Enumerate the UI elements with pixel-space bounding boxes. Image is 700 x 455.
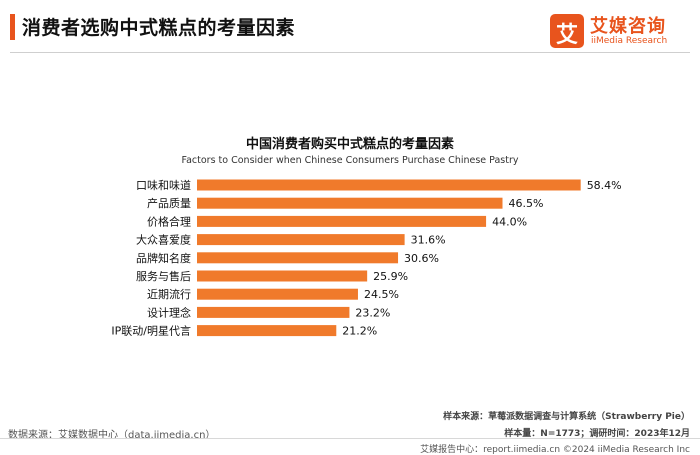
logo-english-name: iiMedia Research [591, 36, 668, 46]
value-label-4: 31.6% [411, 234, 446, 247]
category-label-3: 价格合理 [147, 214, 191, 228]
bar-7 [197, 288, 358, 300]
value-label-1: 58.4% [587, 179, 622, 192]
logo-chinese-name: 艾媒咨询 [590, 16, 666, 37]
bar-2 [197, 197, 503, 209]
bar-9 [197, 325, 337, 337]
sample-size-note: 样本量：N=1773；调研时间：2023年12月 [504, 429, 690, 439]
category-label-4: 大众喜爱度 [136, 233, 191, 247]
value-label-7: 24.5% [364, 288, 399, 301]
category-label-8: 设计理念 [147, 305, 191, 319]
footer-divider [0, 438, 700, 439]
value-label-5: 30.6% [404, 252, 439, 265]
bar-6 [197, 270, 368, 282]
bar-3 [197, 215, 487, 227]
value-label-2: 46.5% [509, 197, 544, 210]
bar-5 [197, 252, 399, 264]
category-label-1: 口味和味道 [136, 178, 191, 192]
bar-1 [197, 179, 581, 191]
category-label-5: 品牌知名度 [136, 251, 191, 265]
logo-mark-icon: 艾 [550, 14, 584, 48]
value-label-8: 23.2% [355, 306, 390, 319]
iimedia-logo: 艾 艾媒咨询 iiMedia Research [550, 12, 688, 50]
bar-4 [197, 234, 405, 246]
data-source: 数据来源：艾媒数据中心（data.iimedia.cn） [8, 430, 216, 441]
chart-title: 中国消费者购买中式糕点的考量因素 [245, 137, 454, 152]
chart-subtitle: Factors to Consider when Chinese Consume… [181, 155, 519, 166]
page-title: 消费者选购中式糕点的考量因素 [22, 17, 296, 39]
category-label-6: 服务与售后 [136, 269, 191, 283]
sample-source-note: 样本来源：草莓派数据调查与计算系统（Strawberry Pie） [443, 412, 690, 422]
report-center-credit: 艾媒报告中心：report.iimedia.cn ©2024 iiMedia R… [420, 445, 690, 455]
title-divider [10, 52, 690, 53]
value-label-9: 21.2% [342, 325, 377, 338]
bar-chart: 口味和味道 58.4% 产品质量 46.5% 价格合理 44.0% 大众喜爱度 31.6% 品牌… [111, 178, 622, 338]
value-label-3: 44.0% [492, 215, 527, 228]
category-label-2: 产品质量 [147, 196, 191, 210]
category-label-9: IP联动/明星代言 [111, 325, 191, 338]
title-accent-bar [10, 14, 15, 40]
value-label-6: 25.9% [373, 270, 408, 283]
bar-8 [197, 306, 350, 318]
category-label-7: 近期流行 [147, 287, 191, 301]
